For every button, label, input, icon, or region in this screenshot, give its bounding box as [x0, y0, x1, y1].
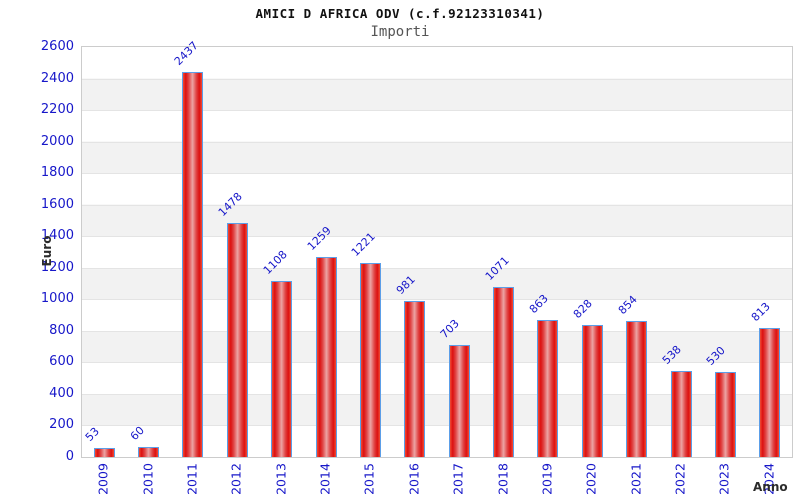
bar-2021 — [626, 321, 648, 457]
y-tick-label: 200 — [49, 417, 74, 433]
bar-2022 — [670, 371, 692, 457]
gridline — [82, 393, 792, 395]
x-tick-label: 2012 — [228, 463, 244, 495]
y-axis-title: Euro — [40, 235, 54, 267]
bar-value-label: 854 — [615, 293, 640, 318]
y-tick-label: 1400 — [40, 228, 74, 244]
bar-value-label: 863 — [526, 291, 551, 316]
bar-value-label: 703 — [437, 317, 463, 342]
bar-2020 — [581, 325, 603, 457]
y-tick-label: 400 — [49, 385, 74, 401]
y-tick-label: 2200 — [40, 102, 74, 118]
bar-2013 — [271, 281, 293, 457]
gridline — [82, 362, 792, 364]
plot-area: 53 60 2437 1478 1108 1259 1221 981 703 1071 863 828… — [81, 39, 793, 458]
gridline — [82, 299, 792, 301]
x-tick-label: 2011 — [184, 463, 200, 495]
gridline — [82, 141, 792, 143]
x-tick-label: 2009 — [95, 463, 111, 495]
bar-2023 — [714, 372, 736, 457]
chart-subtitle: Importi — [370, 24, 430, 40]
y-tick-label: 800 — [49, 322, 74, 338]
gridline — [82, 204, 792, 206]
y-tick-label: 2400 — [40, 70, 74, 86]
x-tick-label: 2010 — [140, 463, 156, 495]
x-axis-title: Anno — [753, 480, 788, 494]
bar-value-label: 530 — [704, 344, 729, 369]
x-tick-label: 2021 — [628, 463, 644, 495]
bar-value-label: 538 — [659, 343, 684, 368]
bar-2019 — [537, 319, 559, 457]
bar-value-label: 828 — [571, 297, 596, 322]
y-tick-label: 2600 — [40, 39, 74, 54]
x-tick-label: 2020 — [583, 463, 599, 495]
gridline — [82, 236, 792, 238]
chart-title: AMICI D AFRICA ODV (c.f.92123310341) — [255, 6, 545, 21]
bar-2015 — [359, 263, 381, 457]
y-tick-label: 1200 — [40, 259, 74, 275]
bar-2012 — [226, 222, 248, 457]
bar-2016 — [404, 301, 426, 457]
gridline — [82, 173, 792, 175]
gridline — [82, 267, 792, 269]
y-tick-label: 1000 — [40, 291, 74, 307]
x-tick-label: 2014 — [317, 463, 333, 495]
bar-2024 — [759, 327, 781, 457]
x-tick-label: 2019 — [539, 463, 555, 495]
gridline — [82, 110, 792, 112]
y-tick-label: 600 — [49, 354, 74, 370]
x-tick-label: 2015 — [361, 463, 377, 495]
y-tick-label: 1800 — [40, 165, 74, 181]
gridline — [82, 330, 792, 332]
bar-value-label: 2437 — [171, 38, 201, 68]
bar-2010 — [138, 446, 160, 457]
x-tick-label: 2016 — [406, 463, 422, 495]
y-tick-label: 1600 — [40, 196, 74, 212]
bar-value-label: 813 — [748, 299, 773, 324]
x-tick-label: 2017 — [450, 463, 466, 495]
bar-value-label: 1259 — [304, 224, 334, 254]
bar-value-label: 53 — [82, 424, 103, 444]
x-tick-label: 2018 — [495, 463, 511, 495]
gridline — [82, 78, 792, 80]
bar-2018 — [493, 287, 515, 457]
y-tick-label: 2000 — [40, 133, 74, 149]
gridline — [82, 425, 792, 427]
bar-2017 — [448, 345, 470, 457]
bar-value-label: 1221 — [349, 230, 379, 260]
x-tick-label: 2022 — [672, 463, 688, 495]
bar-2009 — [93, 447, 115, 457]
y-tick-label: 0 — [65, 449, 74, 464]
x-tick-label: 2023 — [716, 463, 732, 495]
x-tick-label: 2013 — [273, 463, 289, 495]
bar-2014 — [315, 257, 337, 457]
bar-2011 — [182, 71, 204, 457]
bar-value-label: 981 — [393, 273, 418, 298]
bar-value-label: 1108 — [260, 248, 290, 278]
